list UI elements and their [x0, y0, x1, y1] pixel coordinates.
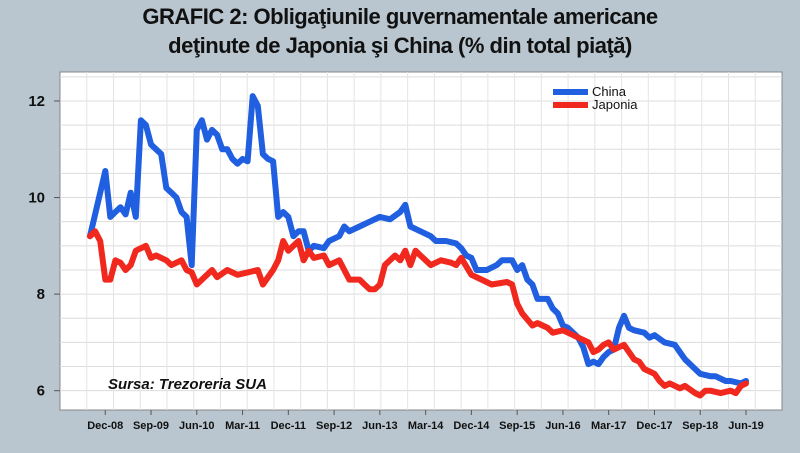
- x-tick-label: Dec-08: [87, 420, 123, 432]
- axis-layer: 6 8 10 12 Dec-08 Sep-09 Jun-10 Mar-11 Dec-11 Sep-…: [28, 93, 763, 432]
- x-tick-label: Jun-16: [545, 420, 580, 432]
- x-tick-label: Jun-13: [362, 420, 397, 432]
- x-tick-label: Dec-14: [453, 420, 490, 432]
- x-tick-label: Sep-15: [499, 420, 535, 432]
- series-layer: [87, 93, 749, 399]
- y-tick-label: 12: [28, 93, 45, 110]
- y-tick-label: 8: [37, 286, 45, 303]
- plot-area: [59, 71, 783, 411]
- x-tick-label: Jun-10: [179, 420, 214, 432]
- x-tick-label: Jun-19: [728, 420, 763, 432]
- x-tick-label: Mar-14: [408, 420, 444, 432]
- series-line-china: [87, 93, 749, 387]
- chart-title-line1: GRAFIC 2: Obligaţiunile guvernamentale a…: [142, 4, 658, 29]
- series-line-japonia: [87, 228, 749, 399]
- x-tick-label: Sep-12: [316, 420, 352, 432]
- x-tick-label: Dec-11: [271, 420, 306, 432]
- y-tick-label: 10: [28, 190, 45, 207]
- x-tick-label: Mar-17: [591, 420, 626, 432]
- legend-label-china: China: [592, 84, 627, 99]
- x-tick-label: Sep-18: [682, 420, 718, 432]
- chart-title-line2: deţinute de Japonia şi China (% din tota…: [168, 33, 632, 58]
- legend-label-japonia: Japonia: [592, 97, 638, 112]
- source-note: Sursa: Trezoreria SUA: [108, 376, 267, 393]
- x-tick-label: Dec-17: [636, 420, 672, 432]
- legend: China Japonia: [553, 84, 638, 112]
- x-tick-label: Sep-09: [133, 420, 169, 432]
- grid-lines: [60, 72, 782, 410]
- y-tick-label: 6: [37, 383, 45, 400]
- x-tick-label: Mar-11: [225, 420, 260, 432]
